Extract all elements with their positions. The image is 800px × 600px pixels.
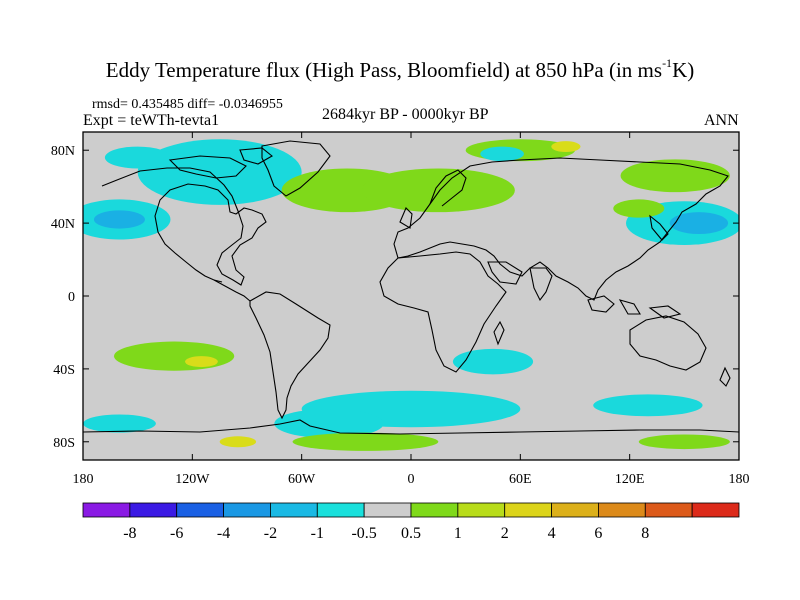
anomaly-regions (83, 139, 739, 451)
colorbar-label-0: -8 (123, 525, 136, 542)
colorbar-swatch-10 (551, 502, 599, 518)
southeast-asia-islands-coastline (587, 295, 682, 319)
y-tick-label-3: 40S (53, 363, 75, 378)
title-units-tail: K) (672, 58, 695, 82)
anomaly-region-16 (452, 348, 534, 375)
colorbar-label-10: 6 (594, 525, 602, 542)
anomaly-region-15 (185, 356, 218, 368)
experiment-label: Expt = teWTh-tevta1 (83, 112, 220, 129)
anomaly-region-19 (292, 432, 439, 451)
y-tick-label-0: 80N (51, 144, 75, 159)
new-zealand-coastline (719, 366, 731, 387)
y-tick-label-4: 80S (53, 436, 75, 451)
colorbar-swatch-3 (223, 502, 271, 518)
anomaly-region-14 (113, 341, 235, 371)
colorbar-swatch-9 (504, 502, 552, 518)
africa-coastline (379, 251, 507, 373)
colorbar-label-8: 2 (501, 525, 509, 542)
colorbar-label-9: 4 (548, 525, 556, 542)
colorbar-swatch-11 (598, 502, 646, 518)
x-tick-label-3: 0 (408, 472, 415, 487)
anomaly-region-8 (480, 146, 524, 162)
title-text: Eddy Temperature flux (High Pass, Bloomf… (105, 58, 663, 82)
colorbar-label-11: 8 (641, 525, 649, 542)
anomaly-region-20 (219, 436, 257, 448)
colorbar-swatch-6 (363, 502, 412, 518)
colorbar-swatch-0 (82, 502, 131, 518)
anomaly-region-18 (274, 408, 384, 439)
south-america-coastline (249, 291, 331, 420)
colorbar-label-3: -2 (264, 525, 277, 542)
colorbar-swatch-8 (457, 502, 506, 518)
anomaly-region-13 (613, 199, 665, 218)
antarctica-coastline (83, 419, 739, 435)
canadian-archipelago-coastline (168, 147, 273, 179)
uk-coastline (399, 207, 413, 229)
period-label: 2684kyr BP - 0000kyr BP (322, 106, 489, 123)
x-axis: 180 120W 60W 0 60E 120E 180 (73, 132, 750, 487)
x-tick-label-6: 180 (729, 472, 750, 487)
x-tick-label-5: 120E (615, 472, 645, 487)
colorbar-label-4: -1 (311, 525, 324, 542)
india-coastline (529, 267, 553, 302)
colorbar-label-7: 1 (454, 525, 462, 542)
europe-asia-coastline (393, 157, 729, 301)
colorbar: -8 -6 -4 -2 -1 -0.5 0.5 1 2 4 6 8 (82, 502, 740, 542)
anomaly-region-22 (83, 414, 156, 433)
colorbar-label-2: -4 (217, 525, 230, 542)
anomaly-region-6 (361, 168, 515, 213)
australia-coastline (629, 315, 707, 371)
arabia-coastline (487, 261, 523, 285)
anomaly-region-12 (669, 212, 729, 235)
north-america-coastline (101, 167, 267, 286)
anomaly-region-10 (620, 159, 730, 193)
x-tick-label-2: 60W (288, 472, 316, 487)
anomaly-region-23 (638, 434, 730, 450)
anomaly-region-9 (551, 141, 581, 153)
anomaly-region-4 (104, 146, 171, 169)
japan-coastline (649, 214, 669, 241)
chart-title: Eddy Temperature flux (High Pass, Bloomf… (0, 56, 800, 83)
y-axis: 80N 40N 0 40S 80S (51, 144, 739, 451)
colorbar-swatch-1 (129, 502, 178, 518)
y-tick-label-2: 0 (68, 290, 75, 305)
y-tick-label-1: 40N (51, 217, 75, 232)
season-label: ANN (704, 112, 739, 129)
colorbar-label-1: -6 (170, 525, 183, 542)
colorbar-swatch-2 (176, 502, 224, 518)
x-tick-label-0: 180 (73, 472, 94, 487)
colorbar-swatch-4 (270, 502, 318, 518)
greenland-coastline (261, 140, 331, 197)
colorbar-label-5: -0.5 (351, 525, 376, 542)
coastlines (83, 140, 739, 435)
madagascar-coastline (493, 320, 505, 346)
colorbar-swatch-12 (644, 502, 693, 518)
scandinavia-coastline (429, 169, 467, 207)
colorbar-swatch-7 (410, 502, 459, 518)
stats-text: rmsd= 0.435485 diff= -0.0346955 (92, 97, 283, 112)
central-america-coastline (213, 279, 251, 302)
x-tick-label-4: 60E (509, 472, 532, 487)
x-tick-label-1: 120W (175, 472, 210, 487)
title-superscript: -1 (662, 56, 673, 70)
colorbar-swatch-5 (316, 502, 365, 518)
anomaly-region-21 (593, 394, 703, 417)
anomaly-region-3 (93, 210, 145, 229)
colorbar-label-6: 0.5 (401, 525, 421, 542)
colorbar-swatch-13 (691, 502, 740, 518)
anomaly-region-1 (137, 139, 302, 205)
